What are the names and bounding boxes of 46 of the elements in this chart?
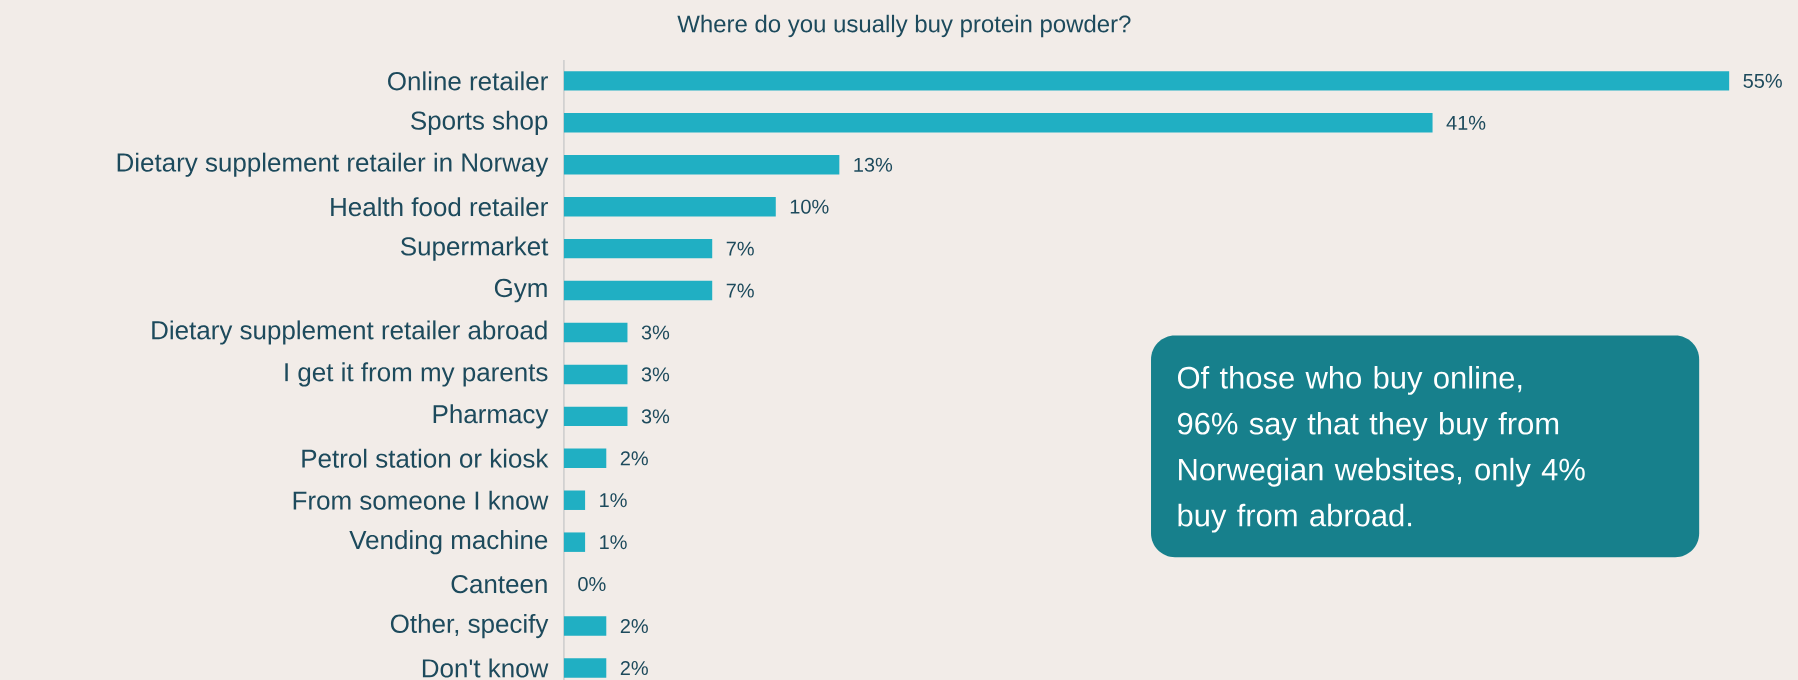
data-label: 3% bbox=[641, 409, 670, 424]
y-tick-label: Dietary supplement retailer in Norway bbox=[117, 152, 549, 177]
bar bbox=[563, 196, 776, 217]
bar bbox=[563, 113, 1433, 133]
data-label: 3% bbox=[641, 325, 670, 340]
bar bbox=[563, 658, 607, 678]
bar bbox=[563, 322, 628, 343]
bar bbox=[563, 616, 607, 636]
data-label: 41% bbox=[1446, 115, 1486, 130]
y-tick-label: Gym bbox=[494, 278, 547, 303]
data-label: 2% bbox=[620, 619, 648, 634]
data-label: 3% bbox=[641, 367, 670, 382]
y-tick-label: I get it from my parents bbox=[285, 362, 548, 387]
data-label: 55% bbox=[1743, 73, 1782, 88]
y-tick-label: Pharmacy bbox=[433, 404, 549, 429]
bar bbox=[563, 238, 713, 259]
bar bbox=[563, 280, 713, 301]
data-label: 7% bbox=[726, 283, 754, 298]
data-label: 7% bbox=[726, 241, 754, 256]
bar bbox=[563, 71, 1730, 91]
data-label: 1% bbox=[600, 535, 627, 550]
data-label: 2% bbox=[620, 660, 648, 676]
bar bbox=[563, 364, 628, 385]
bar bbox=[563, 448, 607, 469]
data-label: 0% bbox=[578, 577, 606, 592]
y-tick-label: Canteen bbox=[451, 574, 547, 594]
chart-title: Where do you usually buy protein powder? bbox=[677, 14, 1131, 38]
data-label: 1% bbox=[600, 493, 627, 508]
y-tick-label: Sports shop bbox=[411, 110, 548, 135]
bar bbox=[563, 532, 586, 552]
y-tick-label: Supermarket bbox=[400, 236, 549, 261]
bar bbox=[563, 490, 586, 510]
data-label: 10% bbox=[790, 199, 829, 214]
y-tick-label: From someone I know bbox=[293, 490, 549, 510]
y-tick-label: Vending machine bbox=[349, 530, 548, 555]
bar bbox=[563, 406, 628, 427]
y-tick-label: Other, specify bbox=[390, 613, 549, 639]
annotation: Of those who buy online, 96% say that they buy from Norwegian websites, only 4% buy from abroad. bbox=[1177, 365, 1585, 533]
y-tick-label: Dietary supplement retailer abroad bbox=[152, 320, 547, 345]
data-label: 13% bbox=[854, 157, 893, 172]
y-tick-label: Petrol station or kiosk bbox=[302, 448, 549, 468]
y-tick-label: Don't know bbox=[422, 658, 549, 678]
bar bbox=[563, 155, 840, 175]
y-tick-label: Health food retailer bbox=[331, 197, 548, 217]
y-tick-label: Online retailer bbox=[388, 71, 548, 91]
data-label: 2% bbox=[620, 451, 648, 466]
